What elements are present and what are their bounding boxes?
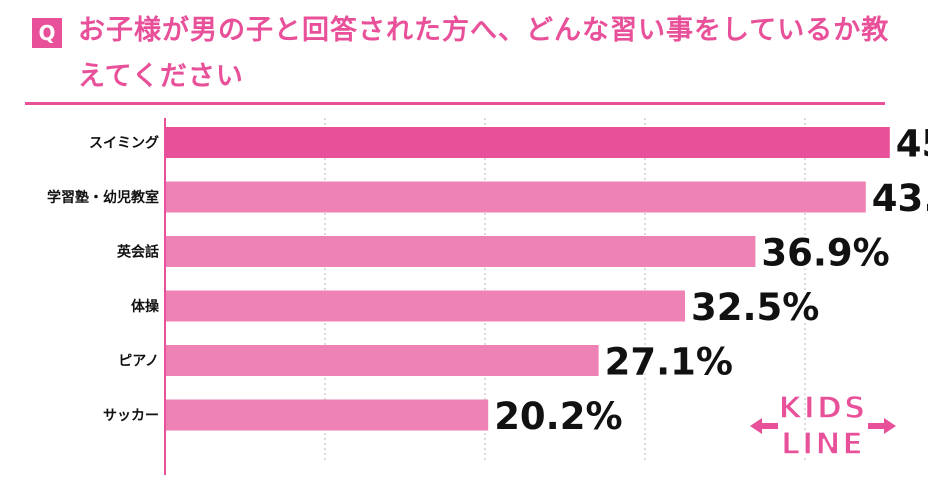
bar [165,290,685,322]
chart-title: お子様が男の子と回答された方へ、どんな習い事をしているか教えてください [78,15,890,92]
category-label: 体操 [131,298,160,315]
value-label: 27.1% [605,341,733,384]
logo-text-line1: KIDS [779,391,868,426]
value-label: 43.8% [872,177,928,220]
bar [165,181,866,213]
logo-arrow-right-icon [868,418,896,434]
category-label: スイミング [89,135,159,152]
value-label: 32.5% [691,286,819,329]
value-label: 36.9% [761,232,889,275]
bar [165,127,890,158]
bar [165,236,756,267]
category-label: 英会話 [116,244,159,261]
question-badge: Q [32,18,62,48]
bar [165,345,599,376]
value-label: 45.3% [896,123,928,166]
kidsline-logo: KIDS LINE [750,390,896,463]
value-label: 20.2% [494,395,622,438]
value-labels: 45.3% 43.8% 36.9% 32.5% 27.1% 20.2% [493,121,928,440]
title-divider [25,102,885,105]
logo-arrow-left-icon [750,418,778,434]
logo-text-line2: LINE [781,427,865,462]
category-label: 学習塾・幼児教室 [47,189,159,206]
bar [165,399,489,431]
category-label: ピアノ [118,354,159,370]
bar-series [165,127,890,431]
category-label: サッカー [103,408,159,424]
